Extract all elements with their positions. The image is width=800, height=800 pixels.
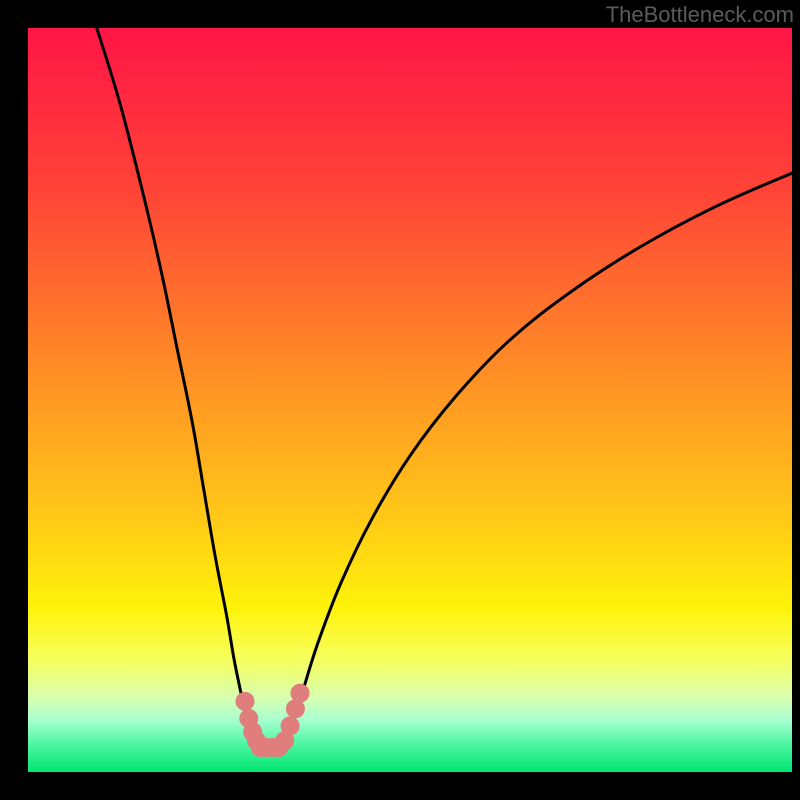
watermark-text: TheBottleneck.com <box>606 2 794 28</box>
bottleneck-chart <box>0 0 800 800</box>
chart-frame: TheBottleneck.com <box>0 0 800 800</box>
marker-right <box>291 684 309 702</box>
plot-background <box>28 28 792 772</box>
marker-left <box>236 692 254 710</box>
marker-right <box>281 717 299 735</box>
